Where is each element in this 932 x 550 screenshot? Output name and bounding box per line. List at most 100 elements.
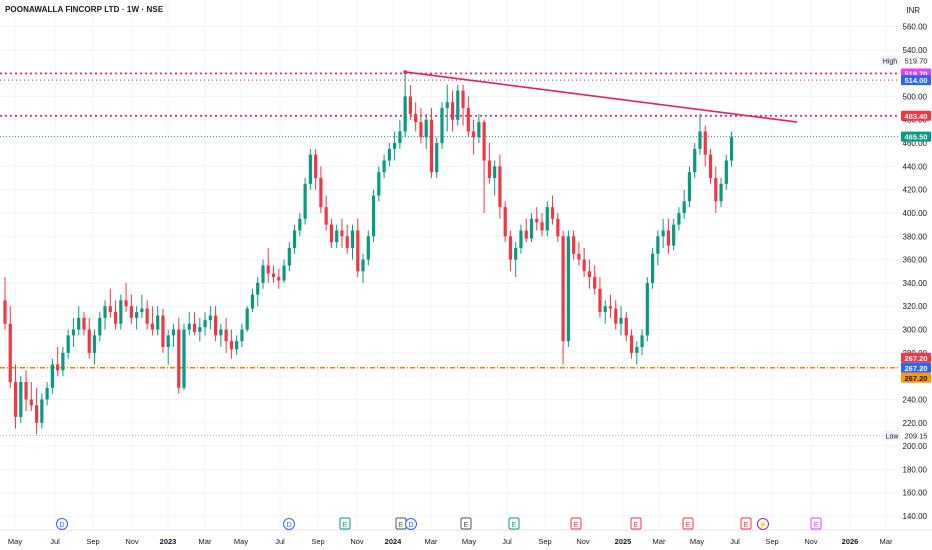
candle-body [282, 265, 286, 281]
candle-body [403, 96, 407, 132]
candle-body [214, 315, 218, 336]
trendline-anchor[interactable] [403, 70, 407, 74]
candle-body [377, 172, 381, 196]
candle-body [145, 308, 149, 324]
candle-body [13, 381, 18, 417]
high-value: 519.70 [905, 56, 928, 65]
candle-body [171, 329, 176, 336]
candle-body [361, 259, 365, 272]
time-tick-label: Jul [730, 537, 740, 546]
earnings-marker-icon[interactable] [570, 517, 582, 530]
candle-body [192, 323, 197, 332]
time-tick-label: Mar [880, 537, 893, 546]
candle-body [566, 236, 570, 342]
candle-body [308, 154, 312, 184]
price-tick-label: 240.00 [903, 395, 928, 404]
earnings-marker-icon[interactable] [339, 517, 351, 530]
time-tick-label: 2024 [385, 537, 403, 546]
candle-body [524, 230, 528, 239]
candle-body [92, 335, 97, 353]
candle-body [487, 160, 491, 179]
candle-body [608, 306, 613, 309]
candle-body [34, 405, 39, 423]
candle-body [482, 122, 486, 161]
time-tick-label: Nov [125, 537, 139, 546]
candle-body [624, 317, 628, 336]
candle-body [87, 329, 91, 353]
support-badge-text: 267.20 [905, 374, 928, 383]
low-value: 209.15 [905, 431, 928, 440]
candle-body [535, 218, 539, 223]
candle-body [103, 306, 107, 318]
candle-body [666, 230, 670, 246]
price-tick-label: 400.00 [903, 209, 928, 218]
candle-body [208, 315, 212, 321]
price-tick-label: 320.00 [903, 302, 928, 311]
support-badge-text: 267.20 [905, 364, 928, 373]
candle-body [435, 143, 439, 173]
candle-body [650, 253, 655, 283]
price-tick-label: 180.00 [903, 465, 928, 474]
time-tick-label: Mar [425, 537, 438, 546]
event-marker-label: E [634, 522, 639, 529]
split-marker-icon[interactable] [757, 518, 769, 530]
earnings-marker-icon[interactable] [810, 517, 822, 530]
price-tick-label: 360.00 [903, 256, 928, 265]
candle-body [477, 122, 481, 138]
candle-body [56, 364, 60, 371]
time-tick-label: Nov [576, 537, 590, 546]
support-badge [901, 362, 931, 373]
candle-body [266, 265, 270, 274]
time-tick-label: Jul [502, 537, 512, 546]
candle-body [682, 201, 686, 213]
candle-body [672, 224, 676, 246]
candle-body [235, 341, 239, 350]
dividend-marker-icon[interactable] [56, 518, 68, 530]
candle-body [708, 154, 713, 179]
candle-body [29, 399, 33, 406]
candle-body [250, 294, 255, 309]
price-axis[interactable] [898, 0, 932, 550]
earnings-marker-icon[interactable] [682, 517, 694, 530]
candle-body [261, 265, 265, 283]
candle-body [292, 230, 297, 248]
candle-body [229, 341, 233, 350]
candle-body [414, 113, 418, 123]
price-tick-label: 440.00 [903, 162, 928, 171]
candle-body [135, 312, 139, 318]
earnings-marker-icon[interactable] [460, 517, 472, 530]
candle-body [540, 222, 544, 231]
candle-body [224, 329, 228, 342]
candle-body [356, 230, 360, 272]
time-tick-label: May [462, 537, 476, 546]
candle-body [729, 137, 734, 161]
candle-body [440, 108, 444, 144]
candle-body [256, 282, 260, 295]
price-tick-label: 220.00 [903, 419, 928, 428]
dividend-marker-icon[interactable] [405, 518, 417, 530]
candle-body [129, 306, 133, 318]
price-tick-label: 380.00 [903, 232, 928, 241]
candle-body [619, 317, 623, 324]
dividend-marker-icon[interactable] [283, 518, 295, 530]
candle-body [719, 183, 723, 202]
trendline[interactable] [405, 71, 798, 123]
earnings-marker-icon[interactable] [740, 517, 752, 530]
earnings-marker-icon[interactable] [630, 517, 642, 530]
event-marker-label: E [814, 522, 819, 529]
price-tick-label: 340.00 [903, 279, 928, 288]
candle-body [519, 230, 523, 248]
resistance-badge [901, 110, 931, 121]
candle-body [345, 236, 349, 248]
candle-body [203, 320, 207, 328]
earnings-marker-icon[interactable] [508, 517, 520, 530]
price-tick-label: 500.00 [903, 92, 928, 101]
candle-body [693, 148, 697, 173]
candle-body [698, 131, 702, 149]
high-tag-text: High [883, 58, 898, 65]
price-tick-label: 140.00 [903, 512, 928, 521]
candle-body [582, 259, 586, 272]
currency-label: INR [906, 6, 920, 15]
time-tick-label: 2026 [842, 537, 859, 546]
